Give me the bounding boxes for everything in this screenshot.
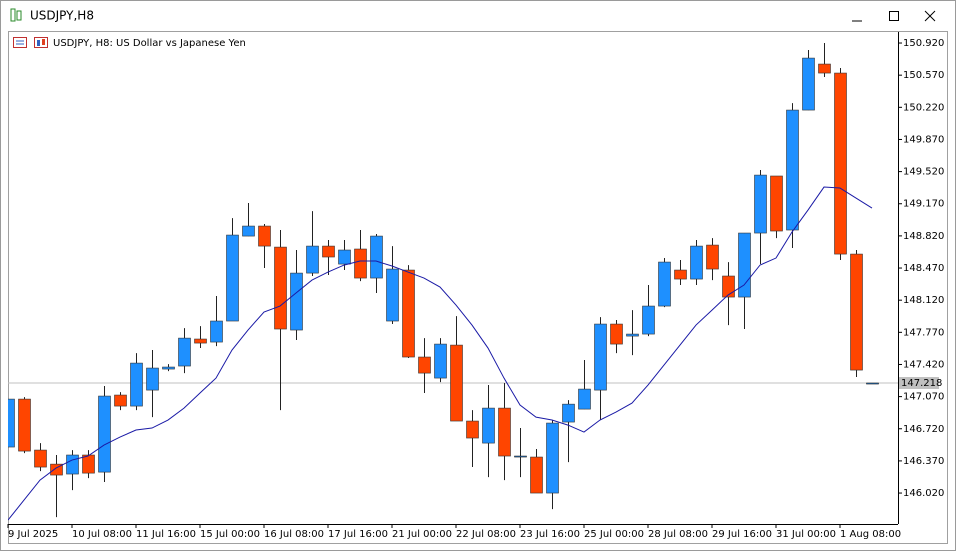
candle-body (370, 235, 383, 279)
candle-body (850, 253, 863, 371)
candle-body (610, 323, 623, 345)
y-tick-label: 149.520 (903, 167, 944, 178)
candle-body (242, 225, 255, 237)
x-tick-label: 23 Jul 16:00 (520, 529, 580, 540)
x-tick-label: 22 Jul 08:00 (456, 529, 516, 540)
y-tick-label: 146.720 (903, 424, 944, 435)
maximize-button[interactable] (889, 11, 899, 21)
candle-body (786, 109, 799, 231)
candle-body (338, 249, 351, 265)
candle-body (258, 225, 271, 247)
x-tick-label: 9 Jul 2025 (8, 529, 58, 540)
chart-title: USDJPY, H8: US Dollar vs Japanese Yen (53, 38, 246, 49)
y-tick-label: 146.370 (903, 456, 944, 467)
candle-body (450, 344, 463, 422)
candle-body (530, 456, 543, 494)
candle-body (354, 248, 367, 279)
y-tick-label: 146.020 (903, 488, 944, 499)
x-tick-label: 31 Jul 00:00 (776, 529, 836, 540)
candle-body (386, 268, 399, 322)
candle-body (290, 272, 303, 331)
x-tick-label: 11 Jul 16:00 (136, 529, 196, 540)
candle-body (402, 269, 415, 358)
candle-body (226, 234, 239, 322)
y-tick-label: 150.570 (903, 70, 944, 81)
candle-body (8, 398, 15, 448)
candle-body (466, 420, 479, 439)
candle-body (834, 72, 847, 255)
candle-body (866, 382, 879, 385)
x-tick-label: 28 Jul 08:00 (648, 529, 708, 540)
candle-body (274, 246, 287, 330)
x-tick-label: 21 Jul 00:00 (392, 529, 452, 540)
candle-body (82, 454, 95, 474)
y-tick-label: 147.770 (903, 327, 944, 338)
current-price-box (899, 377, 939, 390)
candle-body (434, 343, 447, 379)
y-tick-label: 150.920 (903, 38, 944, 49)
y-tick-label: 148.120 (903, 295, 944, 306)
candle-body (178, 337, 191, 367)
y-tick-label: 150.220 (903, 102, 944, 113)
candle-body (114, 394, 127, 407)
candle-body (482, 407, 495, 444)
y-tick-label: 149.870 (903, 134, 944, 145)
candle-body (34, 449, 47, 468)
candle-body (626, 333, 639, 337)
y-tick-label: 147.070 (903, 392, 944, 403)
x-tick-label: 29 Jul 16:00 (712, 529, 772, 540)
x-tick-label: 25 Jul 00:00 (584, 529, 644, 540)
candle-body (578, 388, 591, 410)
candle-body (546, 422, 559, 494)
candle-body (322, 245, 335, 258)
x-tick-label: 15 Jul 00:00 (200, 529, 260, 540)
candle-body (18, 398, 31, 452)
candle-body (162, 366, 175, 370)
app-icon (10, 8, 22, 22)
candle-body (770, 175, 783, 232)
x-tick-label: 10 Jul 08:00 (72, 529, 132, 540)
candle-body (498, 407, 511, 457)
current-price-label: 147.218 (901, 378, 942, 389)
candle-body (514, 455, 527, 458)
candle-body (754, 174, 767, 234)
candle-body (642, 305, 655, 335)
x-tick-label: 1 Aug 08:00 (840, 529, 901, 540)
candle-body (802, 57, 815, 111)
candle-body (690, 245, 703, 280)
candle-body (98, 395, 111, 473)
y-tick-label: 148.470 (903, 263, 944, 274)
candle-body (722, 275, 735, 298)
candle-body (562, 403, 575, 423)
candle-body (706, 244, 719, 270)
window-title: USDJPY,H8 (30, 9, 94, 23)
candle-body (658, 261, 671, 307)
moving-average (8, 186, 873, 521)
y-tick-label: 149.170 (903, 199, 944, 210)
candle-body (66, 454, 79, 475)
plot-area (8, 43, 898, 521)
x-tick-label: 16 Jul 08:00 (264, 529, 324, 540)
chart-icons (13, 37, 48, 48)
candle-body (194, 338, 207, 344)
x-tick-label: 17 Jul 16:00 (328, 529, 388, 540)
candle-body (594, 323, 607, 391)
candle-body (818, 63, 831, 74)
candle-body (210, 320, 223, 343)
candle-body (146, 367, 159, 391)
candle-body (50, 463, 63, 476)
close-button[interactable] (924, 10, 936, 22)
y-tick-label: 147.420 (903, 359, 944, 370)
candle-body (130, 362, 143, 407)
candle-body (306, 245, 319, 274)
y-tick-label: 148.820 (903, 231, 944, 242)
candle-body (418, 356, 431, 374)
candle-body (674, 269, 687, 280)
